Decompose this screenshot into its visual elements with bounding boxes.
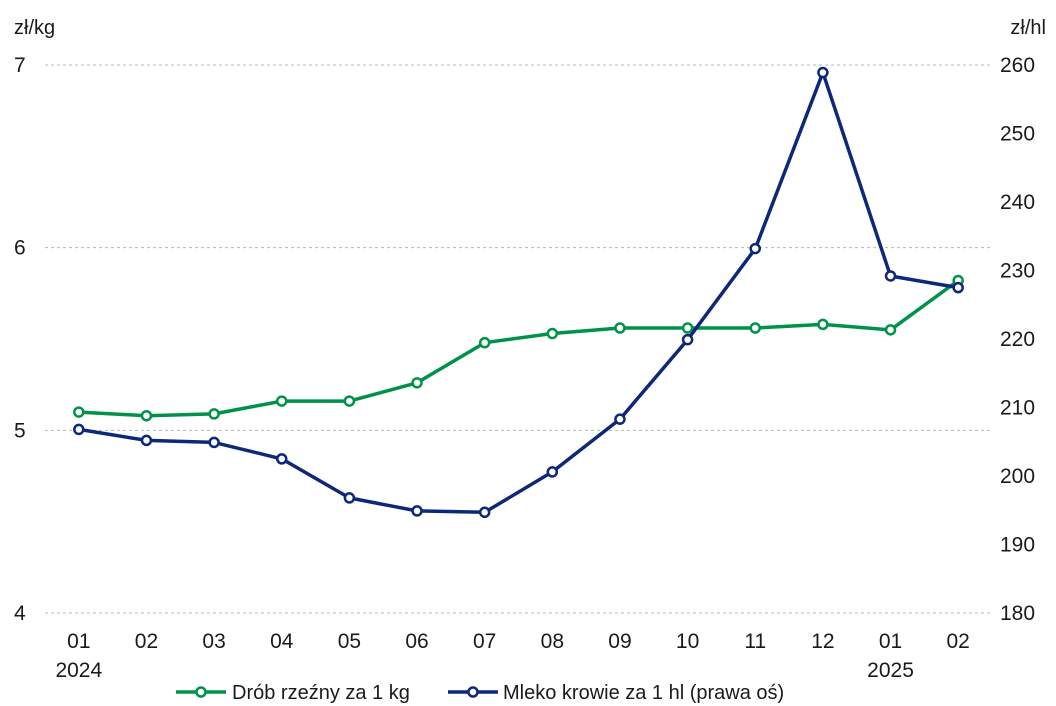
data-point — [343, 492, 356, 504]
x-tick-label: 01 — [879, 630, 902, 653]
left-tick-label: 6 — [14, 237, 26, 260]
x-year-label: 2025 — [867, 659, 914, 682]
x-tick-label: 08 — [541, 630, 564, 653]
right-tick-label: 200 — [1000, 465, 1035, 488]
legend-swatch-marker — [195, 686, 207, 698]
left-axis-ticks: 4 5 6 7 — [14, 54, 26, 625]
x-tick-label: 12 — [811, 630, 834, 653]
data-point — [478, 336, 491, 349]
right-tick-label: 210 — [1000, 397, 1035, 420]
data-point — [140, 434, 153, 447]
x-tick-label: 11 — [744, 630, 766, 653]
right-tick-label: 230 — [1000, 260, 1035, 283]
data-point — [614, 413, 626, 425]
data-point — [208, 436, 220, 449]
gridlines — [45, 64, 992, 614]
right-axis-unit: zł/hl — [1010, 17, 1046, 39]
data-point — [952, 281, 964, 294]
series-line-0 — [78, 279, 960, 418]
legend-label: Drób rzeźny za 1 kg — [232, 682, 410, 704]
left-tick-label: 4 — [14, 602, 26, 625]
left-axis-unit: zł/kg — [14, 17, 55, 39]
data-point — [411, 505, 423, 517]
x-tick-label: 04 — [270, 630, 294, 653]
series — [73, 66, 964, 519]
legend-label: Mleko krowie za 1 hl (prawa oś) — [503, 682, 784, 704]
legend-swatch-marker — [467, 686, 479, 698]
data-point — [681, 322, 694, 334]
right-tick-label: 190 — [1000, 534, 1035, 557]
data-point — [817, 318, 829, 331]
data-point — [614, 322, 626, 334]
series-line-1 — [78, 70, 959, 515]
data-point — [411, 377, 423, 389]
right-tick-label: 220 — [1000, 328, 1035, 351]
right-tick-label: 180 — [1000, 602, 1035, 625]
x-tick-label: 02 — [135, 630, 158, 653]
data-point — [884, 324, 897, 336]
x-tick-label: 01 — [67, 630, 90, 653]
x-tick-label: 03 — [202, 630, 225, 653]
x-year-label: 2024 — [55, 659, 102, 682]
x-tick-label: 06 — [405, 630, 428, 653]
x-tick-label: 02 — [946, 630, 969, 653]
data-point — [749, 242, 761, 255]
x-tick-label: 09 — [608, 630, 631, 653]
x-axis-ticks: 01 02 03 04 05 06 07 08 09 10 11 12 01 02 2024 2025 — [55, 630, 969, 682]
data-point — [749, 322, 761, 334]
data-point — [73, 406, 85, 418]
left-tick-label: 7 — [14, 54, 26, 77]
x-tick-label: 07 — [473, 630, 496, 653]
right-tick-label: 260 — [1000, 54, 1035, 77]
x-tick-label: 05 — [338, 630, 361, 653]
data-point — [73, 423, 85, 436]
data-point — [343, 395, 356, 407]
data-point — [208, 408, 220, 420]
data-point — [546, 327, 559, 340]
data-point — [276, 453, 288, 465]
data-point — [817, 66, 829, 79]
legend: Drób rzeźny za 1 kg Mleko krowie za 1 hl … — [176, 682, 784, 704]
data-point — [478, 506, 491, 519]
data-point — [276, 395, 288, 407]
data-point — [140, 409, 153, 422]
left-tick-label: 5 — [14, 419, 26, 442]
data-point — [546, 466, 559, 478]
right-tick-label: 240 — [1000, 191, 1035, 214]
data-point — [884, 270, 897, 282]
right-axis-ticks: 180 190 200 210 220 230 240 250 260 — [1000, 54, 1035, 625]
x-tick-label: 10 — [676, 630, 699, 653]
right-tick-label: 250 — [1000, 123, 1035, 146]
data-point — [681, 333, 694, 346]
